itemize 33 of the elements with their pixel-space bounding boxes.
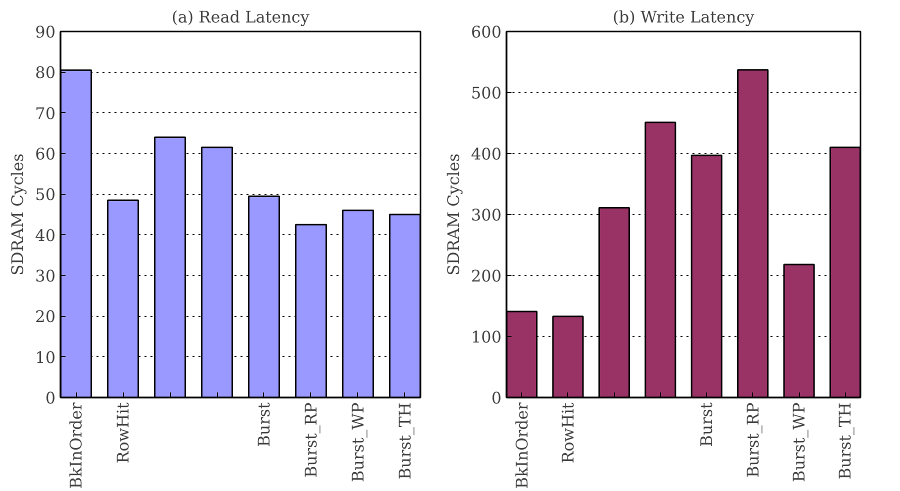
y-tick-label: 50 xyxy=(35,185,56,204)
y-tick-label: 80 xyxy=(35,63,56,82)
y-tick-label: 20 xyxy=(35,307,56,326)
x-tick-label: Burst_WP xyxy=(348,402,368,482)
y-tick-label: 30 xyxy=(35,266,56,286)
y-axis-title: SDRAM Cycles xyxy=(444,154,463,276)
x-tick-label: BkInOrder xyxy=(512,402,532,489)
chart-title: (a) Read Latency xyxy=(172,8,310,26)
y-tick-label: 70 xyxy=(35,104,56,123)
x-tick-label: RowHit xyxy=(114,402,133,464)
y-tick-label: 400 xyxy=(470,144,502,164)
x-tick-label: Burst_RP xyxy=(301,402,320,478)
y-tick-label: 0 xyxy=(491,388,502,408)
y-axis-title: SDRAM Cycles xyxy=(8,154,28,276)
x-tick-label: BkInOrder xyxy=(66,402,86,489)
y-tick-label: 300 xyxy=(470,206,502,224)
y-tick-label: 40 xyxy=(35,226,56,245)
x-tick-label: RowHit xyxy=(558,402,578,464)
x-tick-label: Burst xyxy=(697,402,716,447)
y-tick-label: 600 xyxy=(470,22,502,42)
x-tick-label: Burst_RP xyxy=(743,402,762,478)
y-tick-label: 90 xyxy=(35,22,56,42)
x-tick-label: Burst_TH xyxy=(836,402,855,480)
x-tick-label: Burst_TH xyxy=(395,402,414,480)
x-tick-label: Burst_WP xyxy=(790,402,809,482)
x-tick-label: Burst xyxy=(254,402,274,447)
y-tick-label: 60 xyxy=(35,144,56,164)
y-tick-label: 200 xyxy=(470,266,502,286)
y-tick-label: 0 xyxy=(45,388,56,408)
y-tick-label: 10 xyxy=(35,348,56,367)
y-tick-label: 100 xyxy=(470,328,502,346)
y-tick-label: 500 xyxy=(470,84,502,102)
chart-title: (b) Write Latency xyxy=(612,8,754,26)
